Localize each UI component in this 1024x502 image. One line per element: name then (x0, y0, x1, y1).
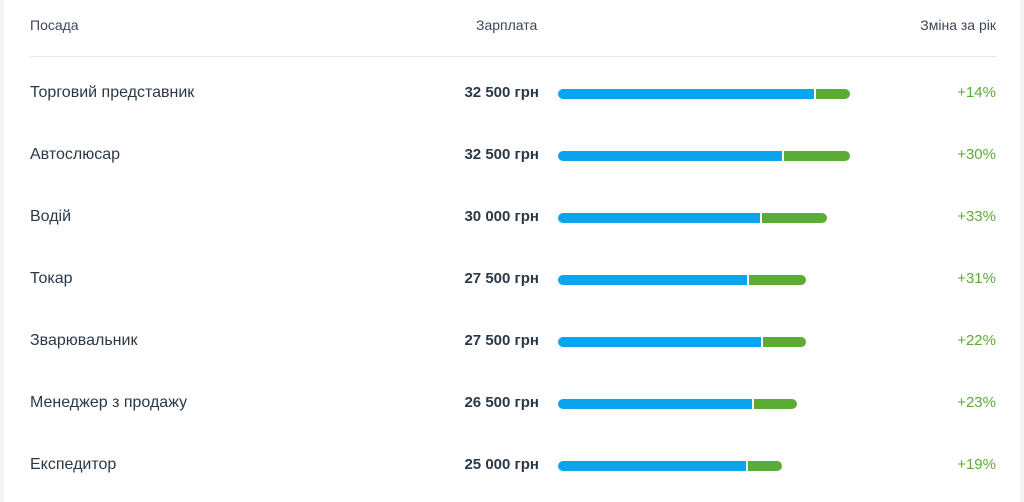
table-row: Торговий представник 32 500 грн +14% (30, 75, 996, 111)
salary-bar-divider (746, 461, 748, 471)
salary-bar-growth (763, 337, 806, 347)
salary-bar-base (558, 213, 760, 223)
salary-bar-growth (748, 461, 782, 471)
table-row: Експедитор 25 000 грн +19% (30, 447, 996, 483)
change-value: +33% (957, 208, 996, 225)
change-value: +14% (957, 84, 996, 101)
column-header-title: Посада (30, 17, 79, 33)
change-value: +23% (957, 394, 996, 411)
change-value: +30% (957, 146, 996, 163)
table-row: Автослюсар 32 500 грн +30% (30, 137, 996, 173)
change-value: +31% (957, 270, 996, 287)
salary-bar-growth (754, 399, 797, 409)
salary-bar (558, 337, 806, 347)
salary-value: 32 500 грн (464, 146, 539, 163)
column-header-salary: Зарплата (476, 17, 538, 33)
table-row: Водій 30 000 грн +33% (30, 199, 996, 235)
job-title: Токар (30, 270, 73, 287)
salary-bar-base (558, 275, 747, 285)
table-row: Токар 27 500 грн +31% (30, 261, 996, 297)
salary-bar (558, 399, 797, 409)
salary-bar-growth (816, 89, 850, 99)
job-title: Торговий представник (30, 84, 195, 101)
salary-bar-base (558, 151, 782, 161)
column-header-change: Зміна за рік (920, 17, 996, 33)
job-title: Водій (30, 208, 72, 225)
salary-bar-base (558, 399, 752, 409)
table-row: Менеджер з продажу 26 500 грн +23% (30, 385, 996, 421)
salary-bar-base (558, 461, 746, 471)
salary-bar-divider (747, 275, 749, 285)
salary-table-card: Посада Зарплата Зміна за рік Торговий пр… (4, 0, 1020, 502)
salary-bar-divider (761, 337, 763, 347)
table-row: Зварювальник 27 500 грн +22% (30, 323, 996, 359)
salary-value: 32 500 грн (464, 84, 539, 101)
job-title: Експедитор (30, 456, 117, 473)
salary-bar-growth (784, 151, 850, 161)
salary-value: 30 000 грн (464, 208, 539, 225)
salary-bar-divider (752, 399, 754, 409)
change-value: +22% (957, 332, 996, 349)
salary-bar-growth (749, 275, 806, 285)
salary-bar-growth (762, 213, 827, 223)
job-title: Зварювальник (30, 332, 138, 349)
change-value: +19% (957, 456, 996, 473)
salary-bar-divider (760, 213, 762, 223)
salary-bar (558, 213, 827, 223)
salary-value: 27 500 грн (464, 332, 539, 349)
table-header: Посада Зарплата Зміна за рік (30, 0, 996, 57)
salary-bar (558, 461, 782, 471)
salary-bar (558, 151, 850, 161)
salary-bar-divider (814, 89, 816, 99)
salary-bar-divider (782, 151, 784, 161)
salary-value: 26 500 грн (464, 394, 539, 411)
salary-value: 27 500 грн (464, 270, 539, 287)
job-title: Автослюсар (30, 146, 120, 163)
salary-bar (558, 275, 806, 285)
salary-value: 25 000 грн (464, 456, 539, 473)
salary-bar-base (558, 89, 814, 99)
job-title: Менеджер з продажу (30, 394, 188, 411)
salary-bar-base (558, 337, 761, 347)
salary-bar (558, 89, 850, 99)
